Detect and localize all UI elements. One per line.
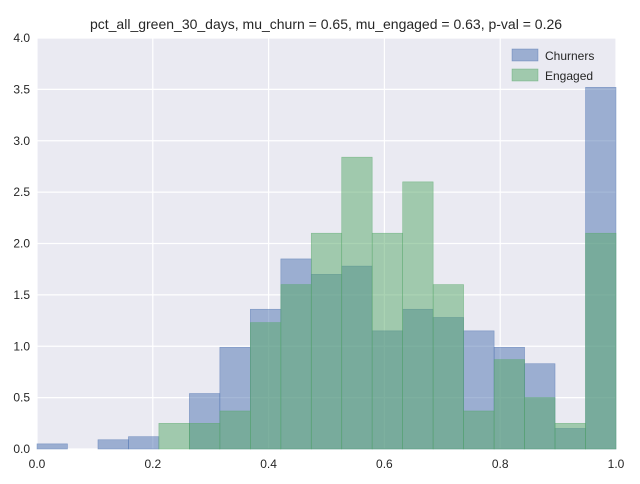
engaged-bar-11: [371, 232, 403, 450]
engaged-bar-8: [280, 284, 312, 450]
x-tick-label-5: 1.0: [608, 457, 625, 471]
x-tick-label-2: 0.4: [260, 457, 277, 471]
x-tick-label-4: 0.8: [492, 457, 509, 471]
engaged-bar-18: [585, 232, 617, 450]
engaged-bar-10: [341, 156, 373, 450]
engaged-bars: [158, 156, 617, 450]
churners-bar-2: [97, 439, 129, 450]
engaged-bar-17: [554, 423, 586, 450]
y-tick-label-6: 3.0: [13, 134, 30, 148]
engaged-bar-14: [463, 410, 495, 450]
y-tick-label-5: 2.5: [13, 185, 30, 199]
y-tick-label-4: 2.0: [13, 237, 30, 251]
engaged-bar-16: [524, 397, 556, 450]
churners-legend-label: Churners: [545, 49, 594, 63]
engaged-bar-15: [493, 359, 525, 450]
legend: Churners Engaged: [511, 48, 594, 83]
y-axis-ticks: 0.0 0.5 1.0 1.5 2.0 2.5 3.0 3.5 4.0: [13, 31, 30, 456]
y-tick-label-2: 1.0: [13, 339, 30, 353]
engaged-bar-4: [158, 423, 190, 450]
engaged-legend-label: Engaged: [545, 69, 593, 83]
y-tick-label-7: 3.5: [13, 82, 30, 96]
engaged-legend-swatch: [511, 68, 539, 82]
y-tick-label-8: 4.0: [13, 31, 30, 45]
engaged-bar-12: [402, 181, 434, 450]
y-tick-label-1: 0.5: [13, 391, 30, 405]
engaged-bar-9: [310, 232, 343, 450]
engaged-bar-5: [189, 423, 221, 450]
y-tick-label-0: 0.0: [13, 442, 30, 456]
churners-bar-0: [36, 443, 68, 450]
engaged-bar-6: [219, 410, 251, 450]
churners-legend-swatch: [511, 48, 539, 62]
engaged-bar-7: [250, 322, 282, 450]
x-axis-ticks: 0.0 0.2 0.4 0.6 0.8 1.0: [29, 457, 625, 471]
x-tick-label-1: 0.2: [144, 457, 161, 471]
churners-bar-3: [128, 436, 160, 450]
x-tick-label-3: 0.6: [376, 457, 393, 471]
engaged-bar-13: [432, 284, 464, 450]
x-tick-label-0: 0.0: [29, 457, 46, 471]
chart-title: pct_all_green_30_days, mu_churn = 0.65, …: [90, 16, 562, 32]
y-tick-label-3: 1.5: [13, 288, 30, 302]
